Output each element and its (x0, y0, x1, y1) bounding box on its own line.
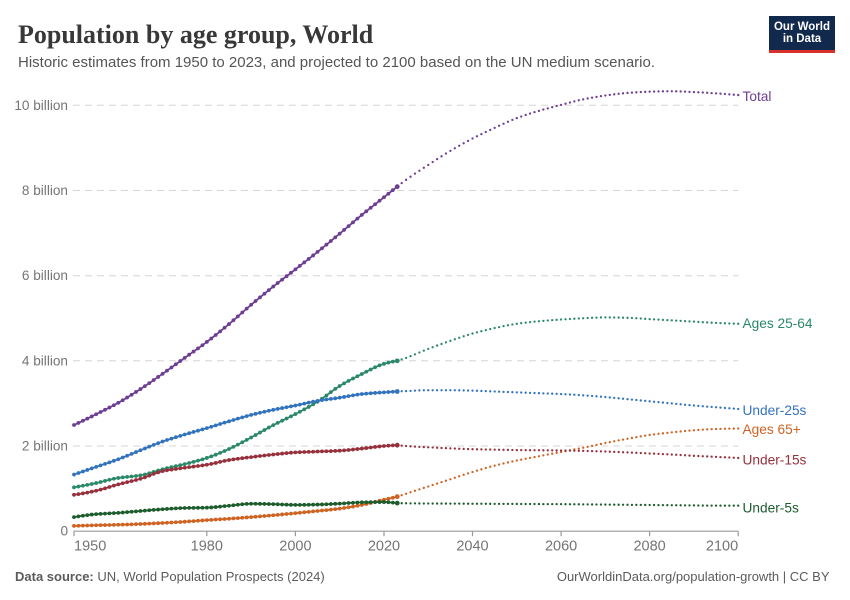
svg-text:Ages 25-64: Ages 25-64 (743, 316, 813, 331)
svg-text:2100: 2100 (706, 539, 738, 555)
svg-text:2020: 2020 (368, 539, 400, 555)
svg-text:Under-25s: Under-25s (743, 403, 807, 418)
svg-text:1950: 1950 (74, 539, 106, 555)
svg-text:2060: 2060 (545, 539, 577, 555)
svg-text:Under-15s: Under-15s (743, 453, 807, 468)
svg-text:Ages 65+: Ages 65+ (743, 422, 801, 437)
svg-text:2040: 2040 (456, 539, 488, 555)
svg-text:2 billion: 2 billion (22, 439, 68, 454)
svg-text:2080: 2080 (633, 539, 665, 555)
svg-text:6 billion: 6 billion (22, 268, 68, 283)
svg-text:Total: Total (743, 89, 772, 104)
svg-text:4 billion: 4 billion (22, 353, 68, 368)
svg-text:8 billion: 8 billion (22, 183, 68, 198)
svg-text:2000: 2000 (279, 539, 311, 555)
svg-text:0: 0 (60, 524, 68, 539)
svg-text:Under-5s: Under-5s (743, 500, 799, 515)
svg-text:10 billion: 10 billion (14, 98, 68, 113)
svg-text:1980: 1980 (191, 539, 223, 555)
